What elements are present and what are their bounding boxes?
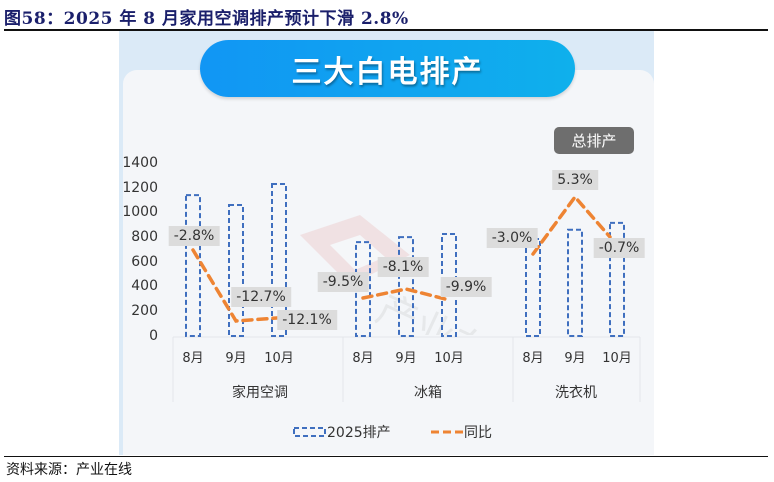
x-label-fridge-oct: 10月 [434, 351, 464, 366]
data-label-ac-sep: -12.7% [231, 287, 291, 307]
legend-label-bar: 2025排产 [327, 425, 391, 441]
y-tick-1400: 1400 [122, 155, 158, 171]
x-label-washer-sep: 9月 [564, 351, 586, 366]
source-rule [4, 456, 768, 457]
bar [567, 228, 583, 338]
y-tick-0: 0 [149, 328, 158, 344]
y-tick-200: 200 [131, 303, 158, 319]
x-label-ac-sep: 9月 [225, 351, 247, 366]
group-label-washer: 洗衣机 [555, 385, 597, 401]
legend-item-line: 同比 [430, 422, 492, 442]
category-axis-grid [172, 336, 641, 402]
data-label-washer-aug: -3.0% [486, 228, 538, 248]
x-label-fridge-aug: 8月 [352, 351, 374, 366]
data-label-ac-aug: -2.8% [168, 226, 220, 246]
figure-source: 资料来源：产业在线 [6, 462, 132, 478]
legend-dashed-box-icon [293, 427, 326, 437]
bar-series-2025 [185, 183, 625, 338]
group-label-refrigerator: 冰箱 [414, 385, 442, 401]
x-label-ac-oct: 10月 [264, 351, 294, 366]
y-tick-800: 800 [131, 229, 158, 245]
legend-dashed-line-icon [431, 430, 463, 434]
chart-banner-title: 三大白电排产 [291, 54, 484, 90]
data-label-ac-oct: -12.1% [277, 310, 337, 330]
data-label-washer-sep: 5.3% [552, 170, 598, 190]
bar [398, 236, 414, 337]
data-label-fridge-aug: -9.5% [317, 272, 369, 292]
bar [185, 194, 201, 337]
chart-banner: 三大白电排产 [200, 40, 575, 97]
x-label-ac-aug: 8月 [182, 351, 204, 366]
title-rule [4, 29, 768, 31]
bar [271, 183, 287, 337]
group-label-air-conditioner: 家用空调 [232, 385, 288, 401]
bar [228, 204, 244, 337]
legend-item-bar: 2025排产 [293, 422, 391, 442]
x-label-washer-oct: 10月 [602, 351, 632, 366]
data-label-fridge-sep: -8.1% [377, 257, 429, 277]
x-label-fridge-sep: 9月 [395, 351, 417, 366]
data-label-washer-oct: -0.7% [593, 238, 645, 258]
y-tick-400: 400 [131, 278, 158, 294]
figure-title: 图58：2025 年 8 月家用空调排产预计下滑 2.8% [4, 9, 409, 29]
y-tick-1000: 1000 [122, 204, 158, 220]
y-tick-1200: 1200 [122, 180, 158, 196]
yoy-line-washer [531, 194, 612, 256]
x-label-washer-aug: 8月 [522, 351, 544, 366]
yoy-line-refrigerator [361, 287, 451, 302]
yoy-line-air-conditioner [191, 248, 292, 323]
total-output-badge: 总排产 [554, 127, 634, 154]
legend-label-line: 同比 [464, 425, 492, 441]
y-tick-600: 600 [131, 254, 158, 270]
data-label-fridge-oct: -9.9% [440, 277, 492, 297]
